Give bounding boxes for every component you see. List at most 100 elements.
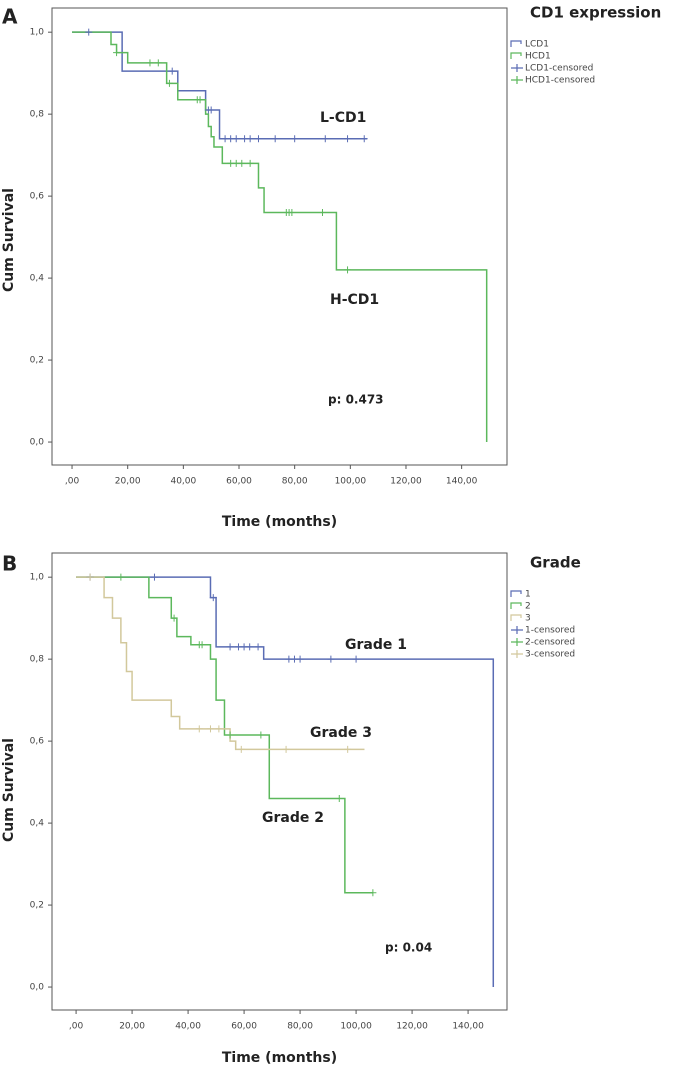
- survival-curve: [72, 31, 368, 140]
- censor-mark: [246, 159, 254, 167]
- censor-mark: [196, 96, 204, 104]
- legend-swatch: [511, 64, 523, 72]
- survival-curve: [72, 31, 488, 443]
- censor-mark: [207, 106, 215, 114]
- annotation: Grade 3: [310, 725, 372, 741]
- survival-curve: [76, 576, 373, 894]
- censor-mark: [165, 79, 173, 87]
- y-tick-label: 0,6: [30, 192, 45, 202]
- legend-label: 2-censored: [525, 638, 575, 648]
- y-tick-label: 0,8: [30, 655, 45, 665]
- legend-swatch: [510, 52, 522, 59]
- legend-label: 3-censored: [525, 650, 575, 660]
- legend-swatch: [511, 650, 523, 658]
- y-tick-label: 0,4: [30, 274, 45, 284]
- y-tick-label: 1,0: [30, 28, 45, 38]
- y-tick-label: 1,0: [30, 573, 45, 583]
- x-tick-label: 20,00: [115, 477, 141, 487]
- legend-swatch: [511, 626, 523, 634]
- panel-label: A: [2, 5, 18, 29]
- annotation: H-CD1: [330, 292, 379, 308]
- legend-swatch: [510, 40, 522, 47]
- censor-mark: [117, 573, 125, 581]
- censor-mark: [170, 614, 178, 622]
- legend-title: CD1 expression: [530, 4, 661, 22]
- censor-mark: [146, 59, 154, 67]
- censor-mark: [215, 725, 223, 733]
- x-tick-label: 140,00: [446, 477, 478, 487]
- censor-mark: [85, 28, 93, 36]
- legend-title: Grade: [530, 554, 581, 572]
- legend-label: 3: [525, 614, 531, 624]
- plot-frame: [51, 7, 508, 466]
- censor-mark: [344, 745, 352, 753]
- censor-mark: [318, 209, 326, 217]
- x-tick-label: 140,00: [452, 1022, 484, 1032]
- annotation: p: 0.473: [328, 393, 384, 407]
- x-tick-label: ,00: [69, 1022, 84, 1032]
- x-tick-label: 100,00: [335, 477, 367, 487]
- y-axis-label: Cum Survival: [1, 738, 17, 842]
- x-tick-label: 80,00: [282, 477, 308, 487]
- censor-mark: [344, 135, 352, 143]
- y-tick-label: 0,0: [30, 438, 45, 448]
- censor-mark: [335, 795, 343, 803]
- censor-mark: [257, 731, 265, 739]
- legend-label: 2: [525, 602, 531, 612]
- censor-mark: [327, 655, 335, 663]
- y-axis-label: Cum Survival: [1, 188, 17, 292]
- x-tick-label: 20,00: [119, 1022, 145, 1032]
- censor-mark: [209, 594, 217, 602]
- censor-mark: [246, 135, 254, 143]
- censor-mark: [237, 745, 245, 753]
- survival-curve: [76, 576, 495, 988]
- censor-mark: [291, 135, 299, 143]
- legend-label: 1: [525, 590, 531, 600]
- legend-label: LCD1: [525, 40, 549, 50]
- x-tick-label: 60,00: [231, 1022, 257, 1032]
- panel-label: B: [2, 552, 17, 576]
- x-tick-label: 120,00: [390, 477, 422, 487]
- y-tick-label: 0,6: [30, 737, 45, 747]
- x-tick-label: 120,00: [396, 1022, 428, 1032]
- censor-mark: [296, 655, 304, 663]
- x-tick-label: 80,00: [287, 1022, 313, 1032]
- censor-mark: [271, 135, 279, 143]
- annotation: Grade 2: [262, 810, 324, 826]
- annotation: p: 0.04: [385, 941, 432, 955]
- censor-mark: [154, 59, 162, 67]
- legend-swatch: [511, 638, 523, 646]
- legend-label: HCD1-censored: [525, 76, 595, 86]
- censor-mark: [86, 573, 94, 581]
- censor-mark: [344, 266, 352, 274]
- legend-swatch: [510, 614, 522, 621]
- censor-mark: [150, 573, 158, 581]
- censor-mark: [168, 67, 176, 75]
- censor-mark: [352, 655, 360, 663]
- censor-mark: [226, 643, 234, 651]
- censor-mark: [206, 725, 214, 733]
- censor-mark: [195, 725, 203, 733]
- censor-mark: [198, 641, 206, 649]
- censor-mark: [113, 49, 121, 57]
- x-axis-label: Time (months): [222, 514, 337, 530]
- censor-mark: [254, 643, 262, 651]
- legend-swatch: [510, 602, 522, 609]
- y-tick-label: 0,0: [30, 983, 45, 993]
- x-tick-label: ,00: [65, 477, 80, 487]
- x-tick-label: 100,00: [340, 1022, 372, 1032]
- censor-mark: [282, 745, 290, 753]
- x-tick-label: 40,00: [175, 1022, 201, 1032]
- censor-mark: [254, 135, 262, 143]
- annotation: Grade 1: [345, 637, 407, 653]
- plot-frame: [51, 552, 508, 1011]
- annotation: L-CD1: [320, 110, 366, 126]
- censor-mark: [232, 135, 240, 143]
- legend-label: HCD1: [525, 52, 551, 62]
- survival-curve: [76, 576, 365, 751]
- y-tick-label: 0,2: [30, 901, 44, 911]
- x-tick-label: 40,00: [170, 477, 196, 487]
- censor-mark: [360, 135, 368, 143]
- x-axis-label: Time (months): [222, 1050, 337, 1066]
